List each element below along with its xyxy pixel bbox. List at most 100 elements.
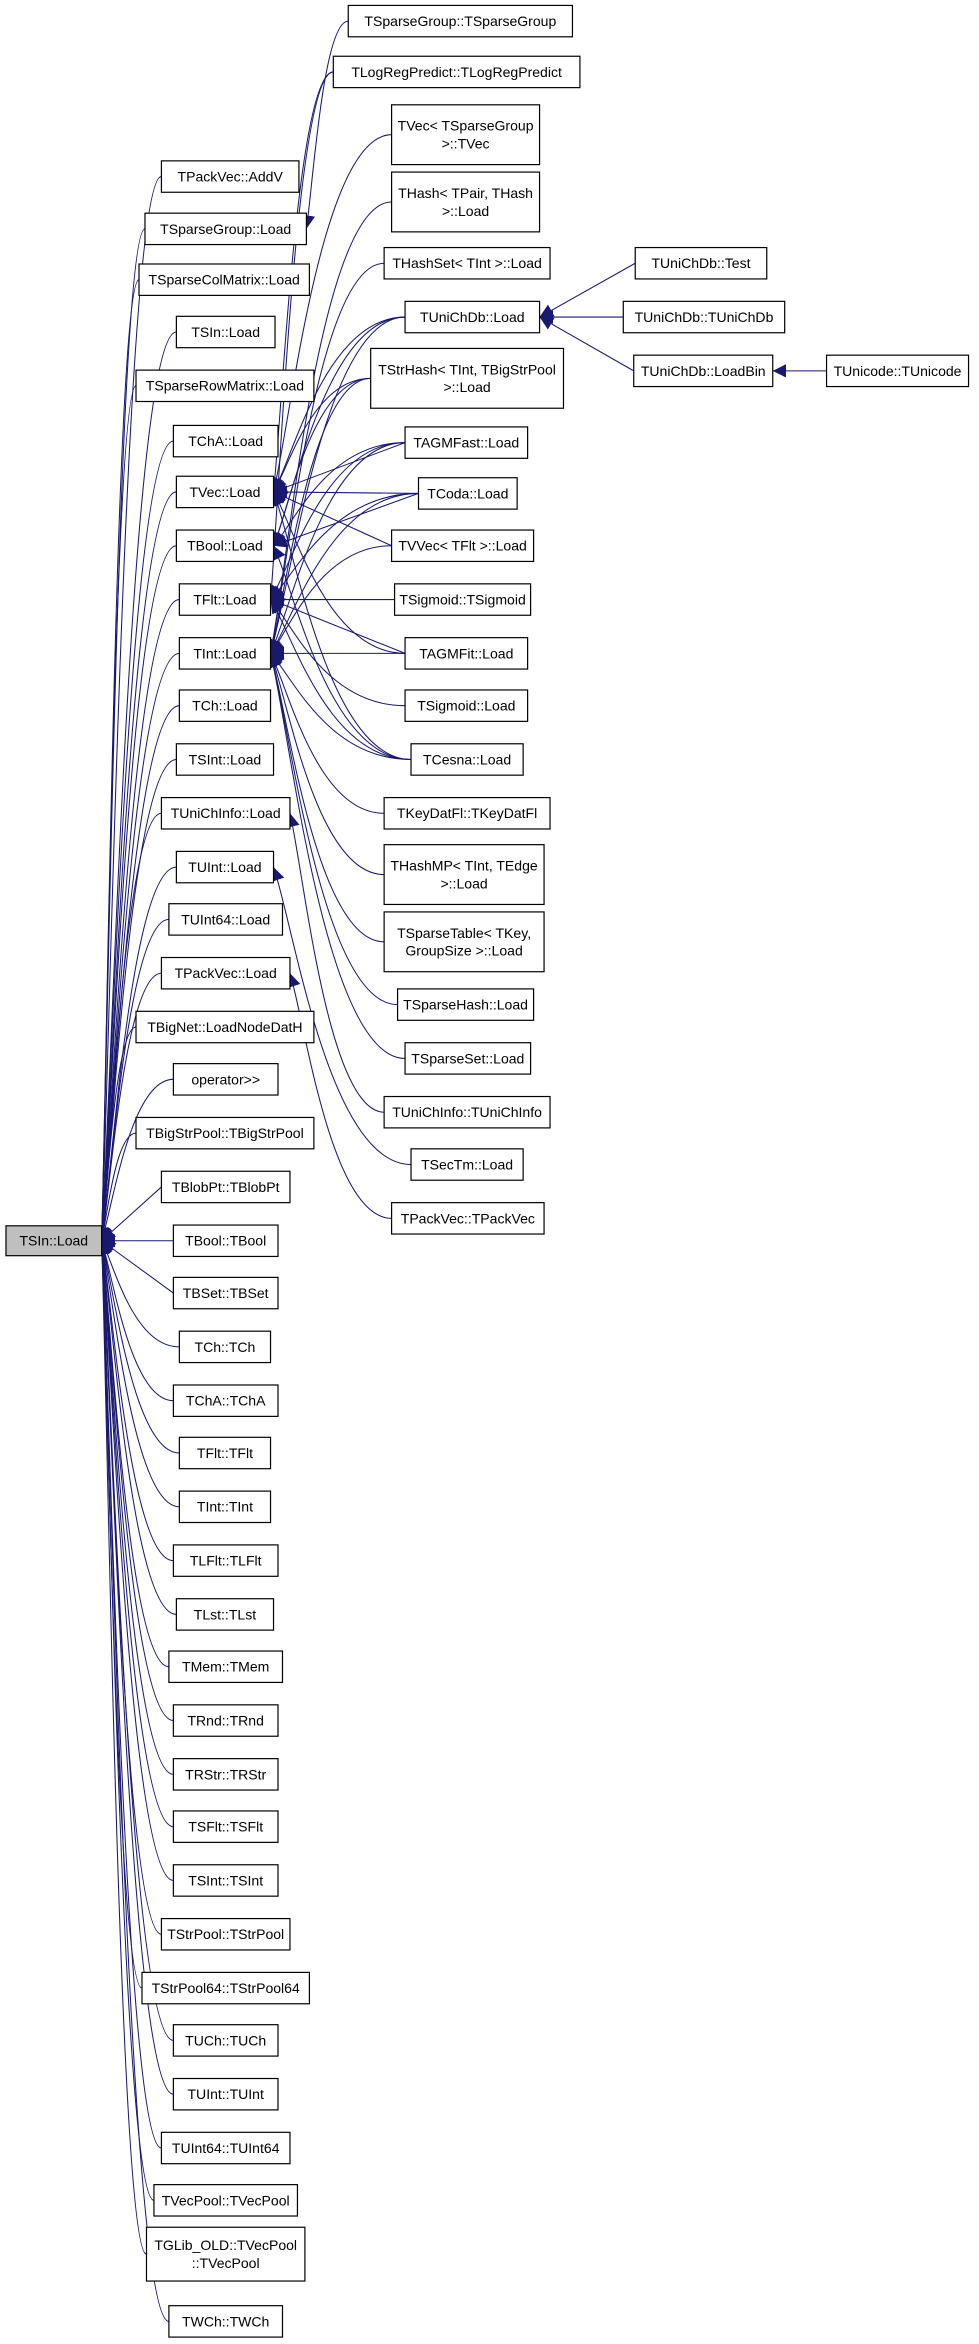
function-node[interactable]: TBigNet::LoadNodeDatH (135, 1010, 315, 1044)
node-label: TKeyDatFl::TKeyDatFl (397, 805, 537, 821)
function-node[interactable]: TLogRegPredict::TLogRegPredict (332, 55, 581, 89)
node-box (172, 424, 279, 458)
function-node[interactable]: TUInt::Load (175, 850, 275, 884)
node-label: TSparseSet::Load (411, 1050, 524, 1066)
function-node[interactable]: TUniChInfo::Load (160, 796, 291, 830)
node-label: TCh::Load (192, 698, 258, 714)
function-node[interactable]: TUniChDb::Test (634, 246, 768, 280)
node-label: TLst::TLst (194, 1606, 256, 1622)
function-node[interactable]: TStrHash< TInt, TBigStrPool>::Load (370, 347, 565, 409)
node-label: TFlt::TFlt (197, 1445, 253, 1461)
function-node[interactable]: TSparseSet::Load (404, 1042, 532, 1075)
node-box (168, 1650, 284, 1684)
function-node[interactable]: TVec::Load (175, 475, 275, 509)
function-node[interactable]: TCoda::Load (417, 477, 518, 510)
function-node[interactable]: TSIn::Load (175, 315, 276, 349)
function-node[interactable]: TInt::TInt (178, 1490, 272, 1524)
function-node[interactable]: TAGMFast::Load (404, 426, 529, 459)
function-node[interactable]: TBlobPt::TBlobPt (160, 1170, 291, 1204)
function-node[interactable]: TChA::TChA (172, 1384, 279, 1417)
call-edge (101, 1186, 162, 1242)
function-node[interactable]: THashMP< TInt, TEdge>::Load (383, 844, 545, 906)
node-box (178, 1436, 272, 1470)
function-node[interactable]: TPackVec::Load (160, 956, 291, 990)
function-node[interactable]: TSparseHash::Load (396, 988, 535, 1021)
node-box (404, 689, 529, 722)
function-node[interactable]: TSparseRowMatrix::Load (135, 369, 315, 403)
function-node[interactable]: TUniChInfo::TUniChInfo (383, 1095, 551, 1129)
function-node[interactable]: TSigmoid::TSigmoid (393, 583, 532, 616)
function-node[interactable]: TWCh::TWCh (168, 2305, 284, 2338)
function-node[interactable]: TSInt::Load (175, 743, 275, 776)
function-node[interactable]: TPackVec::TPackVec (391, 1202, 545, 1235)
function-node[interactable]: TUniChDb::TUniChDb (622, 300, 786, 334)
function-node[interactable]: TVecPool::TVecPool (153, 2184, 299, 2217)
function-node[interactable]: TSecTm::Load (410, 1148, 524, 1181)
call-edge (270, 653, 385, 814)
function-node[interactable]: TVVec< TFlt >::Load (391, 529, 535, 563)
node-label: TGLib_OLD::TVecPool (154, 2237, 297, 2253)
node-box (172, 1864, 279, 1897)
function-node[interactable]: TUnicode::TUnicode (825, 354, 970, 388)
function-node[interactable]: TGLib_OLD::TVecPool::TVecPool (145, 2226, 306, 2282)
function-node[interactable]: TKeyDatFl::TKeyDatFl (383, 796, 551, 830)
call-edge (273, 442, 406, 547)
function-node[interactable]: TLst::TLst (175, 1598, 275, 1631)
node-box (175, 1598, 275, 1631)
function-node[interactable]: TSparseGroup::Load (144, 212, 308, 246)
function-node[interactable]: TStrPool::TStrPool (160, 1917, 291, 1951)
function-node[interactable]: TUInt64::TUInt64 (160, 2131, 291, 2165)
function-node[interactable]: TCh::Load (178, 689, 272, 722)
function-node[interactable]: TRnd::TRnd (172, 1704, 279, 1737)
call-edge (95, 1240, 155, 2201)
function-node[interactable]: TFlt::TFlt (178, 1436, 272, 1470)
call-edge (273, 442, 406, 494)
node-label: THashSet< TInt >::Load (392, 255, 542, 271)
function-node[interactable]: TMem::TMem (168, 1650, 284, 1684)
node-box (634, 246, 768, 280)
function-node[interactable]: TBool::Load (175, 529, 275, 563)
call-edge (270, 598, 406, 654)
function-node[interactable]: TBSet::TBSet (172, 1276, 279, 1310)
function-node[interactable]: TPackVec::AddV (160, 160, 300, 193)
function-node[interactable]: TSparseGroup::TSparseGroup (347, 4, 574, 38)
function-node[interactable]: TSparseTable< TKey,GroupSize >::Load (383, 911, 545, 973)
function-node[interactable]: TUniChDb::LoadBin (633, 354, 774, 388)
function-node[interactable]: TStrPool64::TStrPool64 (141, 1971, 310, 2005)
function-node[interactable]: TSFlt::TSFlt (172, 1810, 279, 1843)
function-node[interactable]: TUniChDb::Load (404, 300, 541, 334)
call-edge (301, 20, 349, 229)
function-node[interactable]: TBigStrPool::TBigStrPool (135, 1116, 315, 1150)
function-node[interactable]: TCh::TCh (178, 1330, 272, 1364)
function-node[interactable]: TFlt::Load (178, 583, 272, 616)
function-node[interactable]: TAGMFit::Load (404, 637, 529, 670)
node-box (172, 2077, 279, 2111)
function-node[interactable]: operator>> (172, 1063, 279, 1096)
node-label: TSecTm::Load (421, 1156, 513, 1172)
function-node[interactable]: TInt::Load (178, 637, 272, 670)
function-node[interactable]: TLFlt::TLFlt (172, 1544, 279, 1577)
call-edge (270, 545, 392, 654)
node-box (404, 300, 541, 334)
node-box (383, 1095, 551, 1129)
function-node[interactable]: TSInt::TSInt (172, 1864, 279, 1897)
function-node[interactable]: TRStr::TRStr (172, 1758, 279, 1791)
function-node[interactable]: TChA::Load (172, 424, 279, 458)
function-node[interactable]: TSigmoid::Load (404, 689, 529, 722)
node-label: TWCh::TWCh (182, 2313, 269, 2329)
function-node[interactable]: TCesna::Load (410, 743, 524, 776)
function-node[interactable]: TBool::TBool (172, 1224, 279, 1258)
function-node[interactable]: TSparseColMatrix::Load (138, 263, 310, 296)
node-label: >::Load (443, 379, 490, 395)
node-label: TUniChDb::Test (651, 255, 750, 271)
node-box (178, 1490, 272, 1524)
root-node[interactable]: TSIn::Load (5, 1225, 103, 1257)
node-box (145, 2226, 306, 2282)
function-node[interactable]: TVec< TSparseGroup>::TVec (391, 104, 541, 166)
function-node[interactable]: TUInt64::Load (168, 903, 284, 936)
function-node[interactable]: THashSet< TInt >::Load (383, 246, 551, 280)
function-node[interactable]: TUCh::TUCh (172, 2024, 279, 2057)
function-node[interactable]: TUInt::TUInt (172, 2077, 279, 2111)
function-node[interactable]: THash< TPair, THash>::Load (391, 171, 541, 233)
node-box (175, 743, 275, 776)
